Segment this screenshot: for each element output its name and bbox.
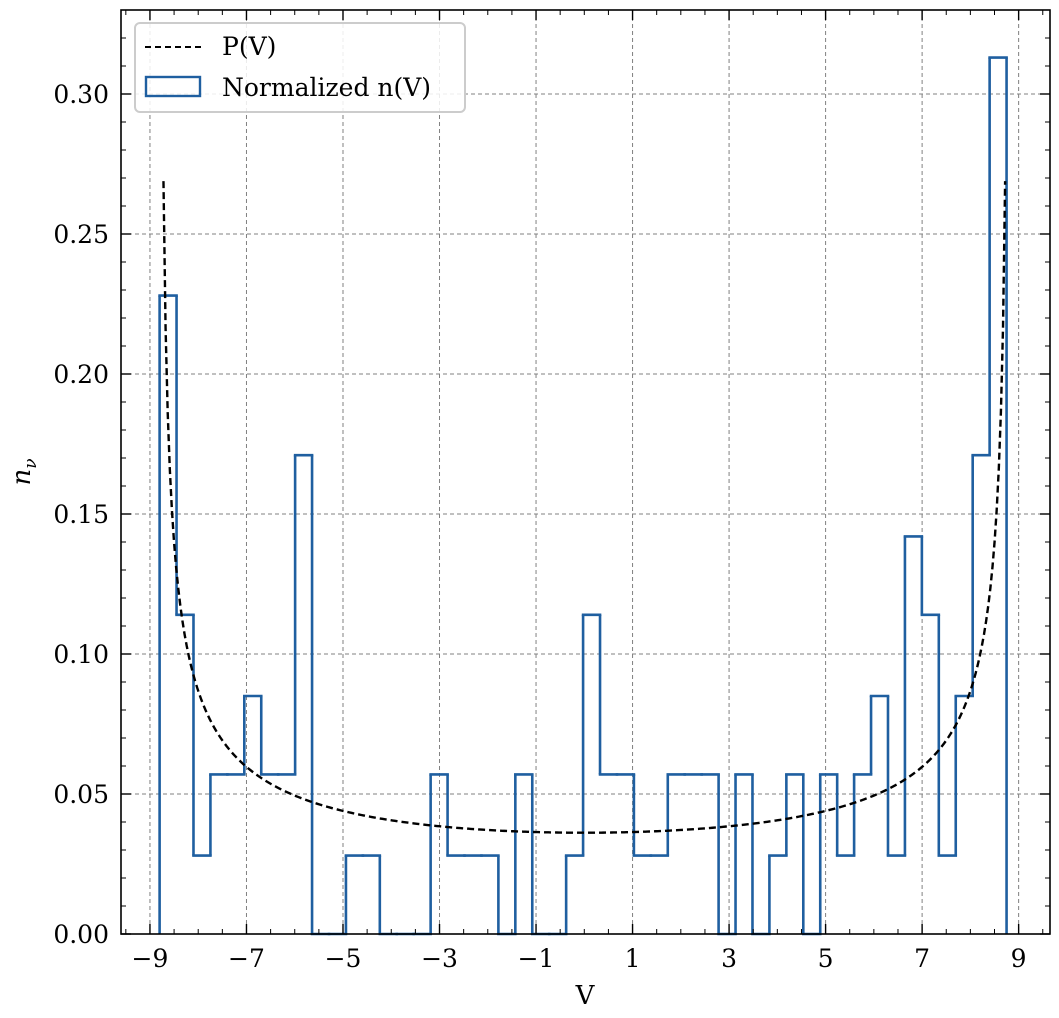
y-tick-label: 0.15 (53, 500, 109, 529)
x-tick-label: 5 (818, 944, 834, 973)
legend-label-pv: P(V) (222, 32, 276, 61)
x-axis-label: V (575, 981, 596, 1011)
x-tick-label: −1 (518, 944, 555, 973)
y-tick-labels: 0.00 0.05 0.10 0.15 0.20 0.25 0.30 (53, 80, 109, 949)
histogram-series (158, 56, 1008, 936)
pdf-curve (162, 181, 1007, 834)
pdf-curve-series (162, 181, 1007, 834)
legend-histogram-swatch (144, 75, 202, 98)
x-tick-label: −3 (421, 944, 458, 973)
y-tick-label: 0.30 (53, 80, 109, 109)
y-axis-label-base: n (7, 469, 37, 486)
y-axis-label-subscript: ν (21, 458, 41, 468)
y-tick-label: 0.10 (53, 640, 109, 669)
y-tick-label: 0.05 (53, 780, 109, 809)
legend: P(V) Normalized n(V) (134, 22, 466, 113)
axis-ticks (121, 9, 1050, 935)
x-tick-label: 9 (1011, 944, 1027, 973)
plot-frame (120, 9, 1051, 935)
x-tick-label: −7 (228, 944, 265, 973)
x-tick-label: −5 (325, 944, 362, 973)
y-tick-label: 0.00 (53, 920, 109, 949)
y-axis-label: nν (7, 458, 41, 485)
x-tick-labels: −9 −7 −5 −3 −1 1 3 5 7 9 (132, 944, 1027, 973)
y-tick-label: 0.25 (53, 220, 109, 249)
x-tick-label: 3 (721, 944, 737, 973)
y-tick-label: 0.20 (53, 360, 109, 389)
x-tick-label: −9 (132, 944, 169, 973)
legend-box (134, 22, 466, 113)
x-tick-label: 1 (625, 944, 641, 973)
legend-label-normalized: Normalized n(V) (222, 73, 431, 102)
x-tick-label: 7 (914, 944, 930, 973)
